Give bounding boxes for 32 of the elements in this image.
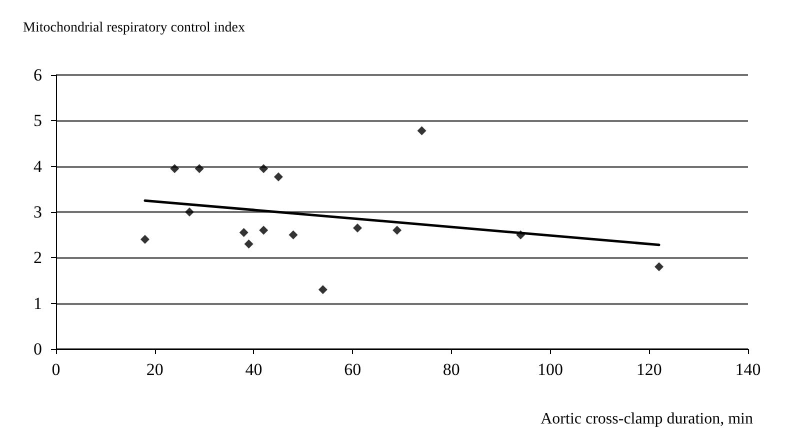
point — [353, 223, 362, 232]
point — [140, 234, 150, 244]
y-tick-label: 6 — [34, 66, 42, 84]
point — [288, 230, 298, 240]
x-tick-label: 20 — [146, 360, 164, 379]
x-tick-label: 40 — [245, 360, 262, 379]
point — [170, 164, 180, 174]
point — [194, 164, 204, 174]
y-axis-title: Mitochondrial respiratory control index — [23, 20, 245, 36]
point — [239, 228, 248, 238]
x-axis-title: Aortic cross-clamp duration, min — [540, 410, 753, 428]
x-tick-label: 100 — [538, 360, 564, 379]
point — [392, 226, 402, 235]
point — [184, 208, 194, 216]
x-tick-label: 60 — [344, 360, 362, 379]
y-tick-label: 3 — [34, 202, 42, 222]
point — [244, 239, 254, 248]
x-tick-label: 120 — [636, 360, 662, 379]
point — [259, 164, 268, 174]
y-tick-label: 4 — [34, 156, 42, 176]
x-tick-label: 140 — [735, 360, 761, 379]
point — [274, 172, 283, 182]
y-tick-label: 0 — [34, 340, 42, 358]
point — [654, 262, 664, 272]
y-tick-label: 5 — [34, 111, 42, 130]
point — [318, 285, 328, 294]
x-tick-label: 0 — [52, 360, 60, 379]
point — [417, 126, 426, 136]
x-tick-label: 80 — [442, 360, 460, 379]
y-tick-label: 2 — [34, 248, 42, 268]
point — [259, 226, 268, 235]
y-tick-label: 1 — [34, 294, 42, 313]
